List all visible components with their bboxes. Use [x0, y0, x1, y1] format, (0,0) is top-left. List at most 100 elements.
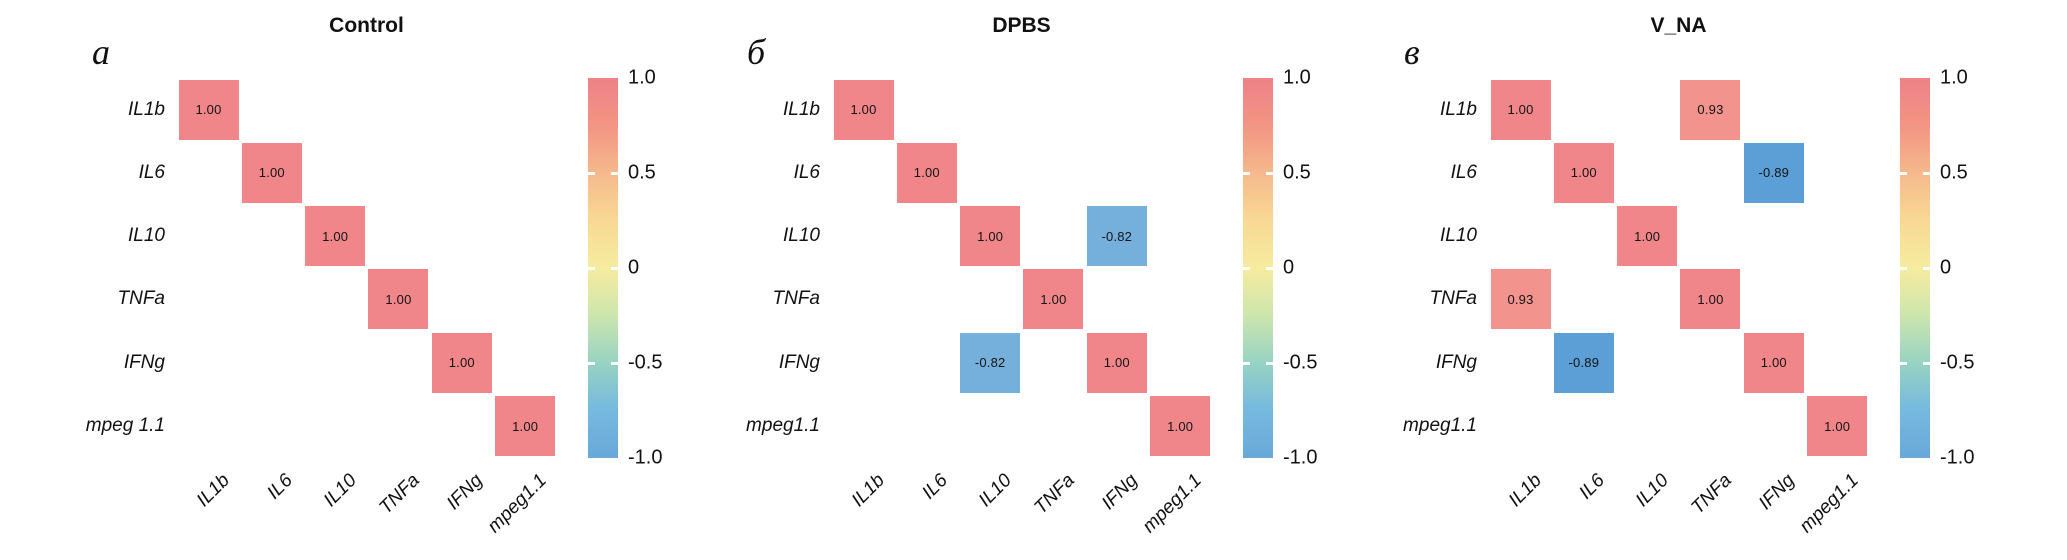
- y-axis-label: IL1b: [1440, 98, 1477, 120]
- x-axis-labels: IL1b IL6 IL10 TNFa IFNg mpeg1.1: [177, 464, 557, 560]
- colorbar-tick-label: -0.5: [1940, 351, 1975, 374]
- colorbar-tick: [588, 361, 595, 365]
- colorbar-tick: [611, 266, 618, 270]
- heatmap-cell: 1.00: [178, 79, 239, 140]
- y-axis-label: TNFa: [772, 288, 821, 310]
- panel-title: V_NA: [1650, 14, 1707, 37]
- cell-value: 1.00: [258, 165, 285, 181]
- y-axis-label: TNFa: [117, 288, 166, 310]
- panel-dpbs: б DPBS IL1b IL6 IL10 TNFa IFNg mpeg1.1 1.00 1.00 1…: [655, 0, 1355, 560]
- heatmap-cell: 1.00: [431, 332, 492, 393]
- cell-value: 1.00: [512, 418, 539, 434]
- cell-value: -0.89: [1568, 355, 1600, 371]
- heatmap-cell: 1.00: [305, 206, 366, 267]
- heatmap-cell: -0.82: [1086, 206, 1147, 267]
- cell-value: 1.00: [1570, 165, 1597, 181]
- panel-letter: б: [747, 32, 766, 72]
- heatmap-cell: 1.00: [896, 142, 957, 203]
- colorbar-tick: [1266, 171, 1273, 175]
- cell-value: 1.00: [1697, 291, 1724, 307]
- colorbar: [588, 78, 618, 458]
- colorbar-tick: [1266, 266, 1273, 270]
- y-axis-label: IFNg: [1435, 351, 1477, 373]
- y-axis-label: IL6: [793, 161, 820, 183]
- cell-value: 1.00: [385, 291, 412, 307]
- cell-value: 1.00: [1824, 418, 1851, 434]
- y-axis-label: IL10: [128, 225, 165, 247]
- cell-value: 1.00: [1634, 228, 1661, 244]
- colorbar-tick: [1266, 361, 1273, 365]
- colorbar-tick: [1243, 361, 1250, 365]
- colorbar-tick: [1923, 361, 1930, 365]
- colorbar-tick-label: 0.5: [1283, 161, 1311, 184]
- y-axis-label: mpeg1.1: [1403, 415, 1477, 437]
- colorbar-tick: [1900, 171, 1907, 175]
- x-axis-labels: IL1b IL6 IL10 TNFa IFNg mpeg1.1: [832, 464, 1212, 560]
- heatmap-cell: 1.00: [1023, 269, 1084, 330]
- colorbar-tick: [1243, 171, 1250, 175]
- y-axis-label: IL1b: [783, 98, 820, 120]
- colorbar-tick-label: -1.0: [1283, 446, 1318, 469]
- cell-value: 1.00: [448, 355, 475, 371]
- colorbar-tick-label: -1.0: [628, 446, 663, 469]
- y-axis-label: IL6: [1450, 161, 1477, 183]
- colorbar-tick: [588, 266, 595, 270]
- cell-value: 1.00: [1167, 418, 1194, 434]
- heatmap-cell: 1.00: [1617, 206, 1678, 267]
- cell-value: -0.89: [1758, 165, 1790, 181]
- panel-control: а Control IL1b IL6 IL10 TNFa IFNg mpeg 1.1 1.00 1…: [0, 0, 700, 560]
- heatmap-cell: 1.00: [833, 79, 894, 140]
- y-axis-label: IL1b: [128, 98, 165, 120]
- panel-title: Control: [329, 14, 404, 37]
- heatmap-cell: 0.93: [1490, 269, 1551, 330]
- colorbar-tick-label: 0: [628, 256, 640, 279]
- colorbar: [1243, 78, 1273, 458]
- panel-title: DPBS: [992, 14, 1051, 37]
- heatmap-cell: 1.00: [368, 269, 429, 330]
- colorbar: [1900, 78, 1930, 458]
- heatmap-cell: -0.82: [960, 332, 1021, 393]
- colorbar-tick-label: 0: [1940, 256, 1952, 279]
- colorbar-tick: [588, 171, 595, 175]
- heatmap-cell: 1.00: [1743, 332, 1804, 393]
- heatmap-cell: 1.00: [1150, 396, 1211, 457]
- colorbar-tick-label: 0.5: [628, 161, 656, 184]
- colorbar-tick-label: -1.0: [1940, 446, 1975, 469]
- cell-value: 1.00: [913, 165, 940, 181]
- colorbar-tick-label: 1.0: [628, 66, 656, 89]
- cell-value: 1.00: [322, 228, 349, 244]
- y-axis-label: IFNg: [123, 351, 165, 373]
- colorbar-tick-label: 0: [1283, 256, 1295, 279]
- colorbar-tick: [1900, 266, 1907, 270]
- colorbar-tick: [611, 361, 618, 365]
- cell-value: 1.00: [850, 102, 877, 117]
- y-axis-label: IFNg: [778, 351, 820, 373]
- heatmap-cell: 1.00: [1680, 269, 1741, 330]
- colorbar-tick: [1923, 266, 1930, 270]
- y-axis-label: IL10: [1440, 225, 1477, 247]
- heatmap-matrix: 1.00 1.00 1.00 -0.82 1.00 -0.82 1.00 1.00: [832, 78, 1212, 458]
- cell-value: 1.00: [1760, 355, 1787, 371]
- y-axis-label: TNFa: [1429, 288, 1478, 310]
- panel-letter: а: [92, 32, 110, 72]
- heatmap-cell: 1.00: [960, 206, 1021, 267]
- heatmap-cell: 1.00: [1807, 396, 1868, 457]
- cell-value: -0.82: [974, 355, 1006, 371]
- panel-v-na: в V_NA IL1b IL6 IL10 TNFa IFNg mpeg1.1 1.00 0.93 1…: [1312, 0, 2012, 560]
- heatmap-cell: 1.00: [1553, 142, 1614, 203]
- colorbar-tick: [611, 171, 618, 175]
- colorbar-tick: [1243, 266, 1250, 270]
- y-axis-label: mpeg1.1: [746, 415, 820, 437]
- heatmap-cell: 1.00: [1490, 79, 1551, 140]
- panel-letter: в: [1404, 32, 1420, 72]
- colorbar-tick-label: 0.5: [1940, 161, 1968, 184]
- heatmap-cell: 1.00: [1086, 332, 1147, 393]
- cell-value: 1.00: [1040, 291, 1067, 307]
- heatmap-matrix: 1.00 0.93 1.00 -0.89 1.00 0.93 1.00 -0.89 1.00 1.…: [1489, 78, 1869, 458]
- colorbar-tick-label: -0.5: [1283, 351, 1318, 374]
- colorbar-tick-label: 1.0: [1283, 66, 1311, 89]
- cell-value: 1.00: [1103, 355, 1130, 371]
- heatmap-cell: 1.00: [495, 396, 556, 457]
- cell-value: 1.00: [977, 228, 1004, 244]
- heatmap-cell: 0.93: [1680, 79, 1741, 140]
